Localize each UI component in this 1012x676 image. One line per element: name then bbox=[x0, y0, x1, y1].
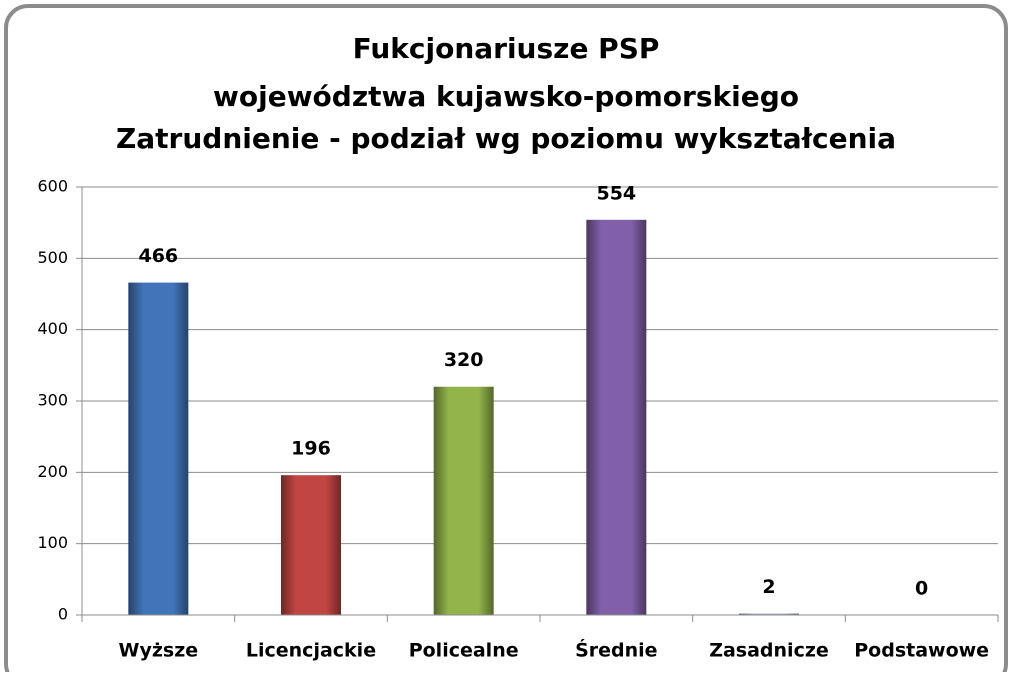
y-tick-label: 100 bbox=[37, 533, 68, 552]
value-label: 466 bbox=[138, 245, 178, 267]
x-tick-label: Policealne bbox=[409, 640, 519, 662]
bar bbox=[586, 219, 647, 615]
value-label: 554 bbox=[596, 182, 636, 204]
x-tick-label: Średnie bbox=[575, 638, 657, 662]
x-tick-label: Zasadnicze bbox=[709, 640, 829, 662]
y-tick-label: 600 bbox=[37, 177, 68, 196]
chart-title: Zatrudnienie - podział wg poziomu wykszt… bbox=[116, 122, 896, 155]
x-tick-label: Podstawowe bbox=[854, 640, 989, 662]
y-tick-label: 500 bbox=[37, 248, 68, 267]
y-tick-label: 200 bbox=[37, 462, 68, 481]
value-label: 320 bbox=[444, 349, 484, 371]
value-label: 0 bbox=[915, 578, 928, 600]
bar bbox=[128, 282, 189, 615]
x-tick-label: Wyższe bbox=[119, 640, 199, 662]
bar bbox=[281, 475, 341, 615]
chart-frame bbox=[4, 4, 1008, 676]
bar bbox=[433, 386, 494, 615]
x-tick-label: Licencjackie bbox=[246, 640, 376, 662]
chart-title: województwa kujawsko-pomorskiego bbox=[213, 80, 799, 113]
y-tick-label: 400 bbox=[37, 319, 68, 338]
y-tick-label: 300 bbox=[37, 391, 68, 410]
bar bbox=[739, 613, 799, 615]
value-label: 196 bbox=[291, 438, 331, 460]
chart-title: Fukcjonariusze PSP bbox=[353, 32, 660, 65]
y-tick-label: 0 bbox=[58, 605, 68, 624]
value-label: 2 bbox=[762, 576, 775, 598]
